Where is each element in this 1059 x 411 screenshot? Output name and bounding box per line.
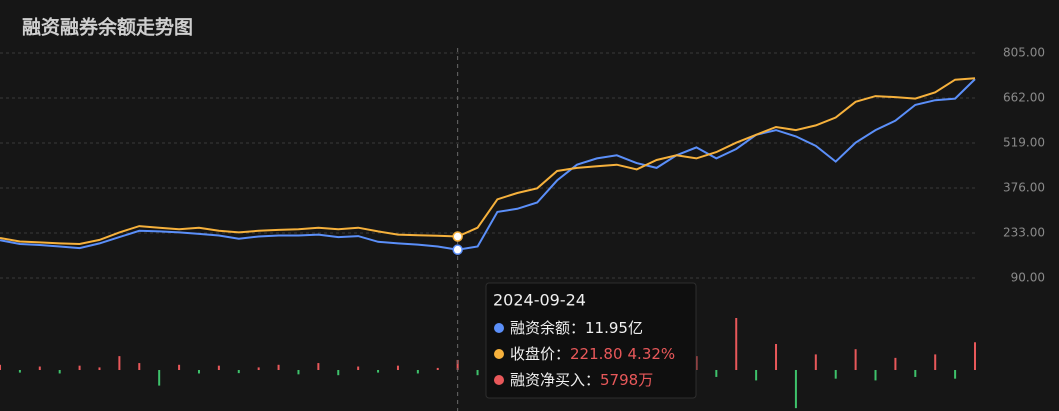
net-buy-bar bbox=[78, 365, 81, 370]
net-buy-bar bbox=[934, 354, 937, 370]
net-buy-bar bbox=[217, 365, 220, 370]
net-buy-bar bbox=[775, 344, 778, 370]
tooltip-dot bbox=[494, 323, 504, 333]
hover-point bbox=[452, 244, 463, 255]
net-buy-bar bbox=[854, 349, 857, 370]
tooltip-label: 融资余额： bbox=[510, 319, 585, 337]
net-buy-bar bbox=[974, 342, 976, 370]
chart-title: 融资融券余额走势图 bbox=[22, 16, 193, 39]
tooltip-value: 5798万 bbox=[600, 371, 653, 389]
net-buy-bar bbox=[735, 318, 738, 370]
net-buy-bar bbox=[834, 370, 837, 379]
net-buy-bar bbox=[814, 354, 817, 370]
y-tick-label: 519.00 bbox=[1003, 136, 1045, 150]
tooltip-label: 收盘价： bbox=[510, 345, 570, 363]
net-buy-bar bbox=[118, 356, 121, 370]
net-buy-bar bbox=[416, 370, 419, 374]
net-buy-bar bbox=[954, 370, 957, 379]
net-buy-bar bbox=[98, 367, 101, 370]
net-buy-bar bbox=[257, 367, 260, 370]
net-buy-bar bbox=[337, 370, 340, 376]
net-buy-bar bbox=[377, 370, 380, 373]
net-buy-bar bbox=[297, 370, 300, 375]
tooltip-row: 融资净买入：5798万 bbox=[510, 371, 653, 389]
net-buy-bar bbox=[138, 363, 141, 370]
net-buy-bar bbox=[58, 370, 61, 374]
net-buy-bar bbox=[914, 370, 917, 377]
tooltip-label: 融资净买入： bbox=[510, 371, 600, 389]
tooltip-box bbox=[485, 282, 697, 399]
series-line bbox=[0, 78, 976, 251]
tooltip-change: 4.32% bbox=[628, 345, 676, 363]
net-buy-bar bbox=[18, 370, 21, 373]
net-buy-bar bbox=[715, 370, 718, 377]
net-buy-bar bbox=[317, 363, 320, 370]
net-buy-bar bbox=[894, 357, 897, 370]
net-buy-bar bbox=[357, 366, 360, 370]
net-buy-bar bbox=[158, 370, 161, 386]
y-tick-label: 233.00 bbox=[1003, 226, 1045, 240]
tooltip-date: 2024-09-24 bbox=[493, 291, 586, 310]
net-buy-bar bbox=[277, 364, 280, 370]
series-line bbox=[0, 77, 976, 246]
y-tick-label: 90.00 bbox=[1011, 271, 1045, 285]
tooltip-value: 221.80 bbox=[570, 345, 623, 363]
net-buy-bar bbox=[197, 370, 200, 374]
hover-point bbox=[452, 231, 463, 242]
net-buy-bar bbox=[755, 370, 758, 381]
net-buy-bar bbox=[178, 364, 181, 370]
tooltip-row: 收盘价：221.80 4.32% bbox=[510, 345, 675, 363]
net-buy-bar bbox=[456, 359, 459, 370]
y-tick-label: 376.00 bbox=[1003, 181, 1045, 195]
y-tick-label: 805.00 bbox=[1003, 46, 1045, 60]
net-buy-bar bbox=[396, 365, 399, 370]
net-buy-bar bbox=[874, 370, 877, 381]
net-buy-bar bbox=[476, 370, 479, 376]
net-buy-bar bbox=[38, 366, 41, 370]
net-buy-bar bbox=[0, 364, 1, 370]
tooltip-dot bbox=[494, 375, 504, 385]
tooltip-value: 11.95亿 bbox=[585, 319, 643, 337]
tooltip-row: 融资余额：11.95亿 bbox=[510, 319, 643, 337]
tooltip-dot bbox=[494, 349, 504, 359]
net-buy-bar bbox=[436, 367, 439, 370]
net-buy-bar bbox=[794, 370, 797, 409]
y-tick-label: 662.00 bbox=[1003, 91, 1045, 105]
net-buy-bar bbox=[237, 370, 240, 374]
